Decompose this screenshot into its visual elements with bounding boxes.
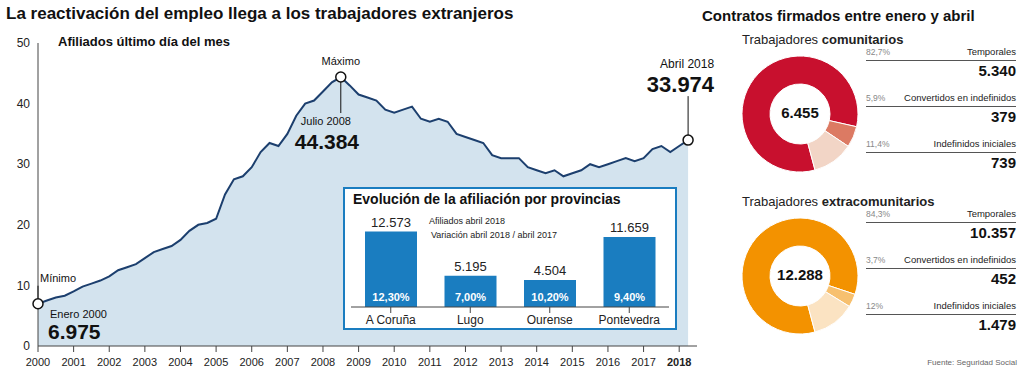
svg-text:2015: 2015 (560, 356, 584, 368)
html-text:Afiliados último día del mes: Afiliados último día del mes (58, 34, 230, 49)
svg-text:6.975: 6.975 (48, 320, 101, 343)
svg-text:2004: 2004 (168, 356, 192, 368)
svg-text:Julio 2008: Julio 2008 (301, 115, 351, 127)
svg-text:2017: 2017 (631, 356, 655, 368)
svg-text:10: 10 (17, 279, 31, 293)
svg-text:2016: 2016 (596, 356, 620, 368)
html-text:12%: 12% (866, 301, 883, 311)
html-text:10.357: 10.357 (970, 224, 1016, 241)
svg-text:10,20%: 10,20% (531, 291, 569, 303)
svg-text:2013: 2013 (489, 356, 513, 368)
html-text:739: 739 (991, 154, 1016, 171)
html-text:1.479: 1.479 (978, 316, 1016, 333)
html-text:Contratos firmados entre enero: Contratos firmados entre enero y abril (702, 7, 975, 24)
svg-text:2011: 2011 (418, 356, 442, 368)
svg-text:A Coruña: A Coruña (366, 313, 416, 327)
html-text:452: 452 (991, 270, 1016, 287)
svg-text:Máximo: Máximo (322, 55, 361, 67)
html-text:84,3%: 84,3% (866, 209, 891, 219)
svg-text:33.974: 33.974 (647, 72, 715, 97)
html-text:Trabajadores extracomunitarios: Trabajadores extracomunitarios (742, 194, 935, 209)
html-text:Indefinidos iniciales: Indefinidos iniciales (933, 300, 1016, 311)
svg-text:7,00%: 7,00% (455, 291, 486, 303)
svg-text:40: 40 (17, 97, 31, 111)
svg-text:5.195: 5.195 (454, 259, 487, 274)
svg-text:50: 50 (17, 36, 31, 50)
svg-text:2007: 2007 (275, 356, 299, 368)
html-text:La reactivación del empleo lle: La reactivación del empleo llega a los t… (6, 4, 514, 23)
svg-text:2002: 2002 (97, 356, 121, 368)
html-text:379: 379 (991, 108, 1016, 125)
html-text:Evolución de la afiliación por: Evolución de la afiliación por provincia… (353, 191, 621, 207)
html-text:Variación abril 2018 / abril 2: Variación abril 2018 / abril 2017 (431, 230, 557, 240)
svg-text:Pontevedra: Pontevedra (599, 313, 661, 327)
svg-text:2010: 2010 (382, 356, 406, 368)
svg-text:2005: 2005 (204, 356, 228, 368)
html-text:82,7%: 82,7% (866, 47, 891, 57)
html-text:Trabajadores comunitarios: Trabajadores comunitarios (742, 32, 904, 47)
svg-text:11.659: 11.659 (610, 220, 649, 235)
svg-text:2008: 2008 (311, 356, 335, 368)
svg-text:4.504: 4.504 (534, 263, 567, 278)
svg-text:2003: 2003 (133, 356, 157, 368)
html-text:5,9%: 5,9% (866, 93, 886, 103)
svg-text:Abril 2018: Abril 2018 (660, 57, 714, 71)
html-text:12.288: 12.288 (777, 266, 823, 283)
html-text:Afiliados abril 2018: Afiliados abril 2018 (429, 216, 506, 226)
html-text:Fuente: Seguridad Social: Fuente: Seguridad Social (927, 358, 1017, 367)
svg-text:0: 0 (23, 339, 30, 353)
svg-text:2014: 2014 (524, 356, 548, 368)
svg-text:20: 20 (17, 218, 31, 232)
html-text:3,7%: 3,7% (866, 255, 886, 265)
svg-text:2009: 2009 (346, 356, 370, 368)
html-text:6.455: 6.455 (781, 104, 819, 121)
svg-text:30: 30 (17, 157, 31, 171)
svg-text:2000: 2000 (26, 356, 50, 368)
svg-text:12.573: 12.573 (371, 215, 411, 230)
svg-text:2001: 2001 (61, 356, 85, 368)
svg-text:2006: 2006 (239, 356, 263, 368)
html-text:Convertidos en indefinidos: Convertidos en indefinidos (904, 92, 1016, 103)
svg-text:Enero 2000: Enero 2000 (50, 308, 107, 320)
svg-text:12,30%: 12,30% (372, 291, 410, 303)
svg-text:44.384: 44.384 (295, 130, 360, 153)
html-text:Temporales: Temporales (966, 208, 1016, 219)
html-text:Indefinidos iniciales: Indefinidos iniciales (933, 138, 1016, 149)
html-text:11,4%: 11,4% (866, 139, 890, 149)
svg-text:Lugo: Lugo (457, 313, 484, 327)
svg-text:2018: 2018 (667, 356, 691, 368)
html-text:Convertidos en indefinidos: Convertidos en indefinidos (904, 254, 1016, 265)
html-text:5.340: 5.340 (978, 62, 1016, 79)
svg-text:9,40%: 9,40% (614, 291, 645, 303)
svg-text:Mínimo: Mínimo (40, 272, 76, 284)
html-text:Temporales: Temporales (966, 46, 1016, 57)
svg-text:Ourense: Ourense (527, 313, 573, 327)
svg-text:2012: 2012 (453, 356, 477, 368)
